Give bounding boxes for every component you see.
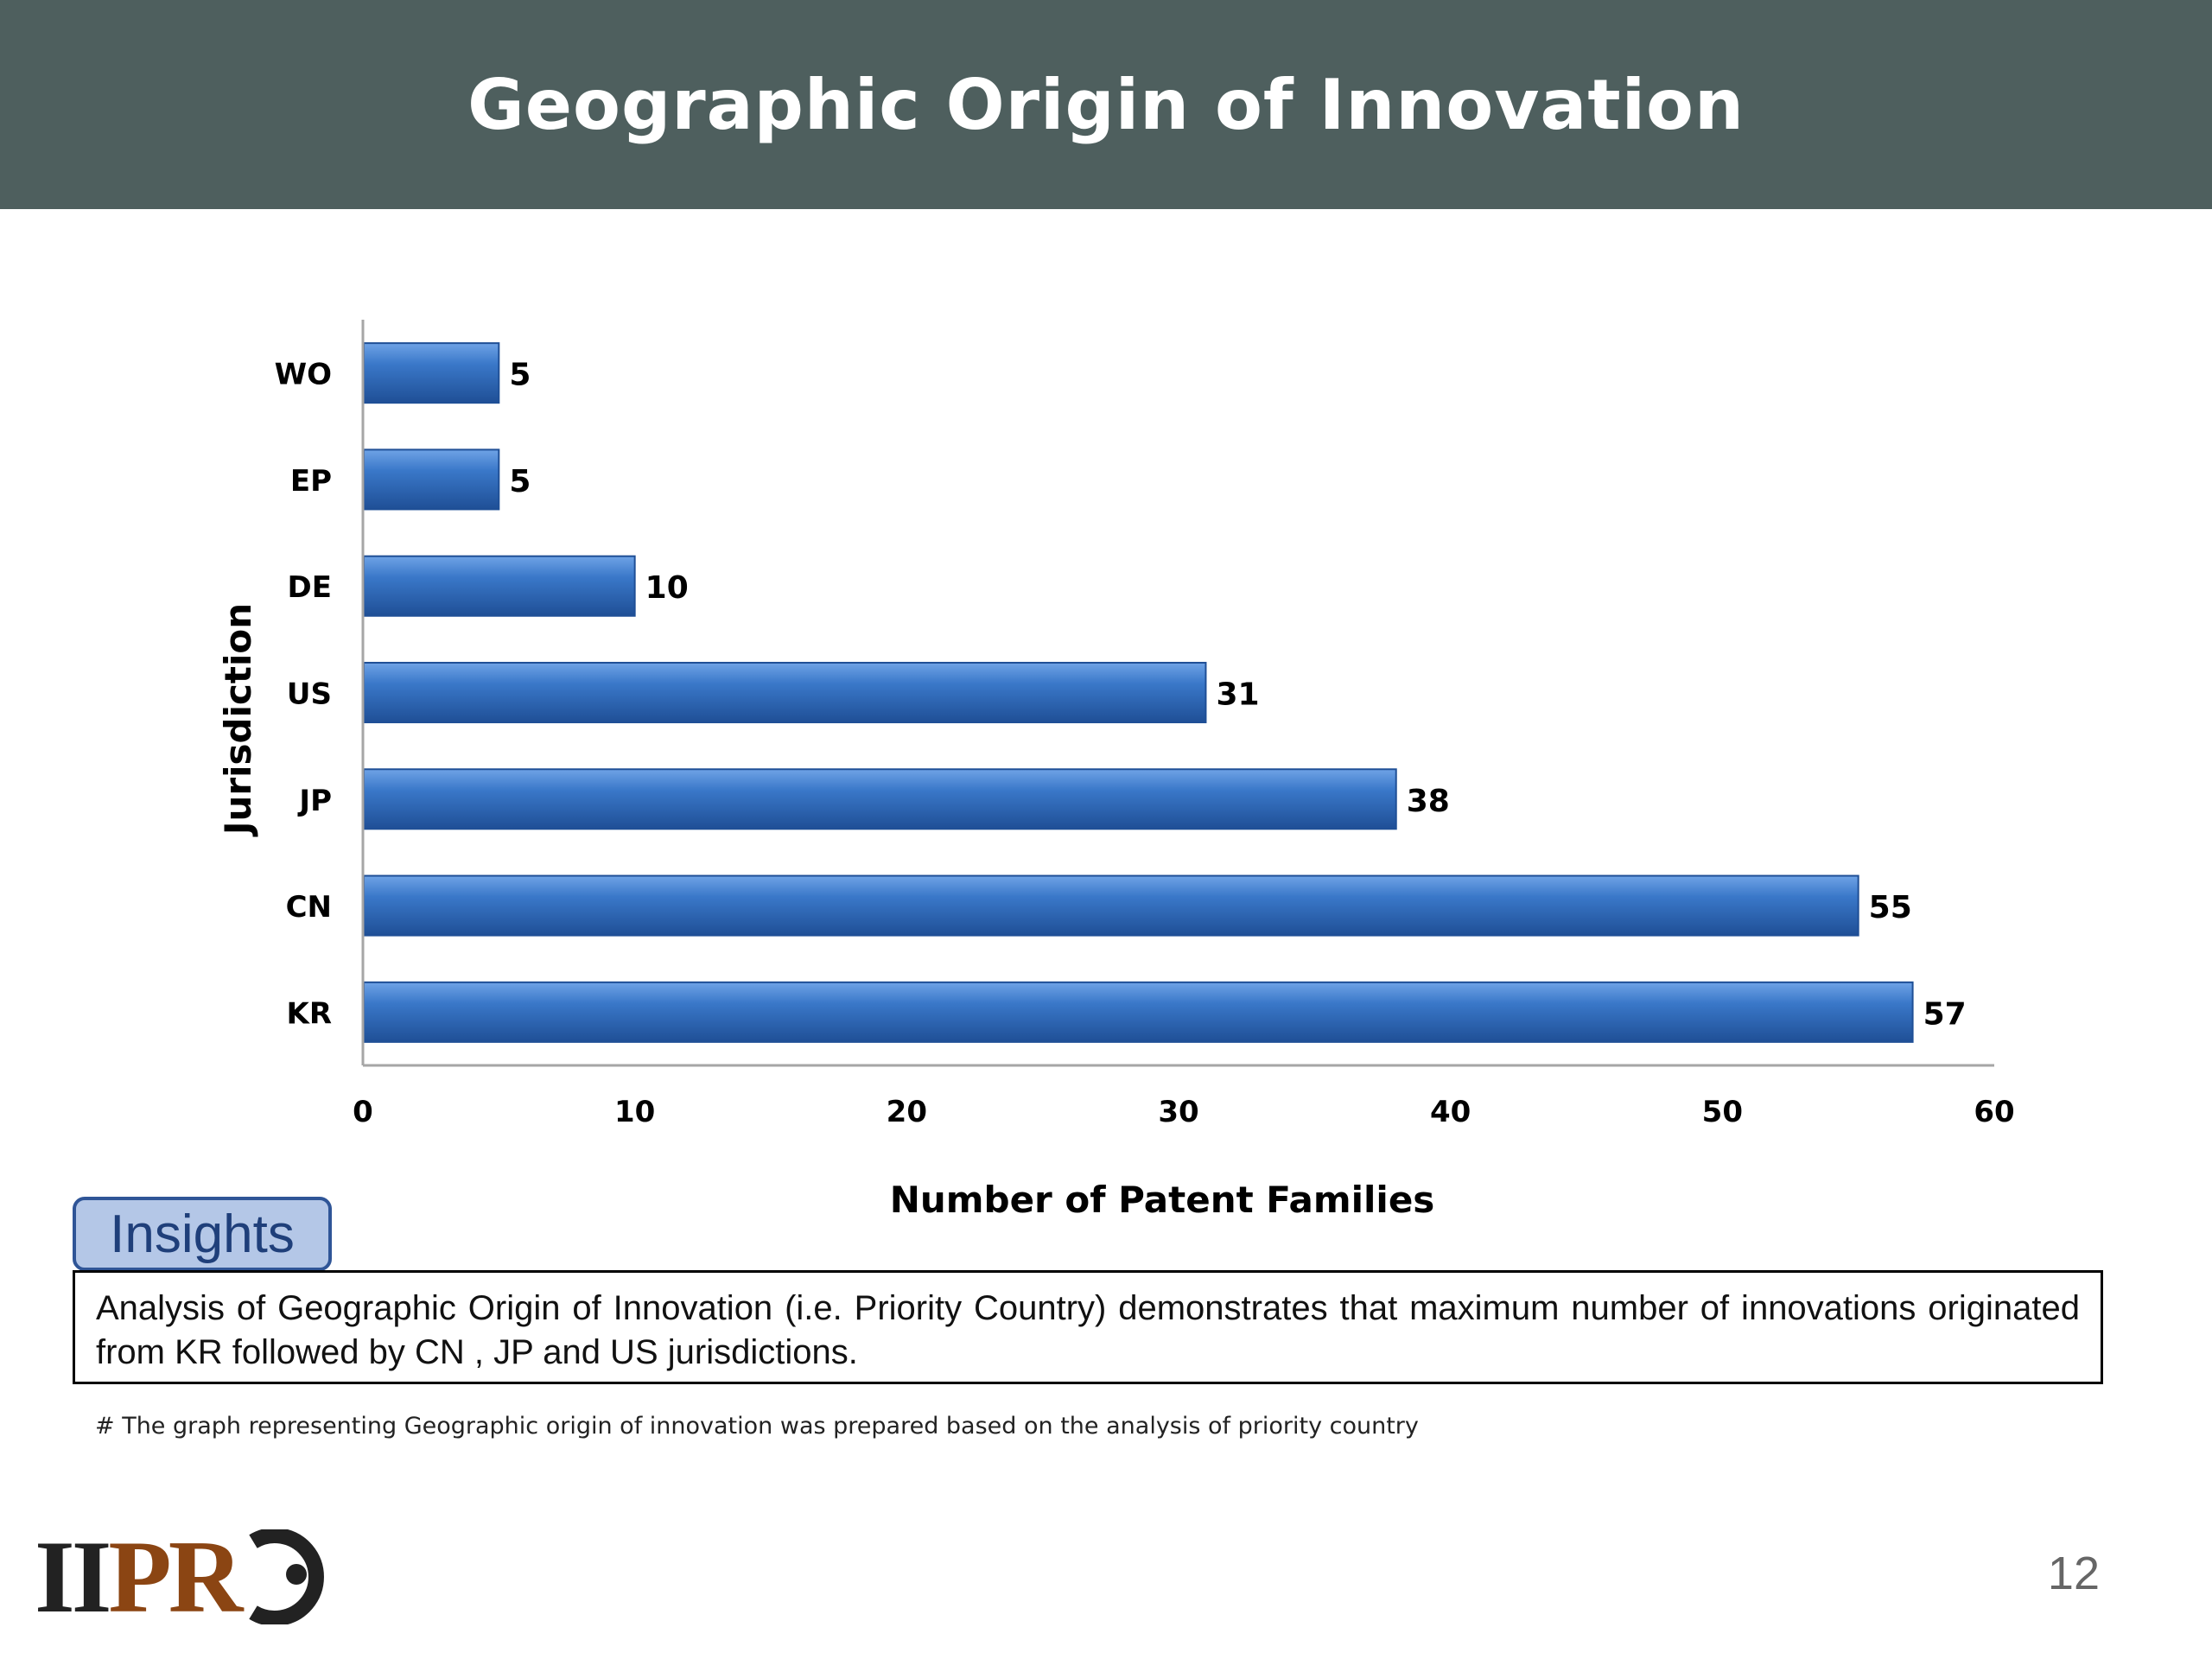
bar-de [363, 555, 636, 617]
bar-jp [363, 768, 1397, 830]
bar-us [363, 661, 1207, 724]
category-label-de: DE [288, 570, 332, 605]
category-label-jp: JP [297, 784, 332, 818]
x-tick-label-30: 30 [1158, 1095, 1198, 1129]
bar-cn [363, 874, 1859, 937]
category-label-us: US [287, 677, 332, 712]
x-tick-label-20: 20 [887, 1095, 927, 1129]
x-tick-label-40: 40 [1430, 1095, 1471, 1129]
category-label-kr: KR [286, 996, 332, 1031]
x-tick-label-10: 10 [614, 1095, 655, 1129]
insights-text: Analysis of Geographic Origin of Innovat… [73, 1270, 2103, 1384]
data-label-wo: 5 [509, 358, 531, 393]
category-label-cn: CN [286, 890, 332, 925]
bar-ep [363, 448, 500, 511]
data-label-de: 10 [645, 570, 689, 606]
iiprd-logo: II PR [35, 1519, 338, 1634]
data-label-jp: 38 [1407, 784, 1450, 819]
data-label-kr: 57 [1923, 996, 1967, 1032]
x-axis-title: Number of Patent Families [890, 1179, 1435, 1221]
slide-title: Geographic Origin of Innovation [467, 64, 1745, 145]
page-number: 12 [2047, 1548, 2100, 1599]
footnote: # The graph representing Geographic orig… [95, 1413, 1419, 1440]
data-label-ep: 5 [509, 464, 531, 499]
bar-kr [363, 981, 1914, 1043]
y-axis-title: Jurisdiction [217, 603, 259, 837]
title-bar: Geographic Origin of Innovation [0, 0, 2212, 209]
category-label-wo: WO [275, 358, 332, 392]
x-tick-label-60: 60 [1974, 1095, 2014, 1129]
logo-d-mark-icon [249, 1529, 325, 1624]
logo-text-dark: II [35, 1519, 111, 1634]
data-label-us: 31 [1216, 677, 1259, 713]
x-tick-label-50: 50 [1702, 1095, 1743, 1129]
bar-wo [363, 342, 500, 404]
x-tick-label-0: 0 [353, 1095, 373, 1129]
insights-tab: Insights [73, 1197, 332, 1271]
category-label-ep: EP [290, 464, 332, 499]
logo-text-brown: PR [108, 1519, 243, 1634]
data-label-cn: 55 [1869, 890, 1912, 925]
